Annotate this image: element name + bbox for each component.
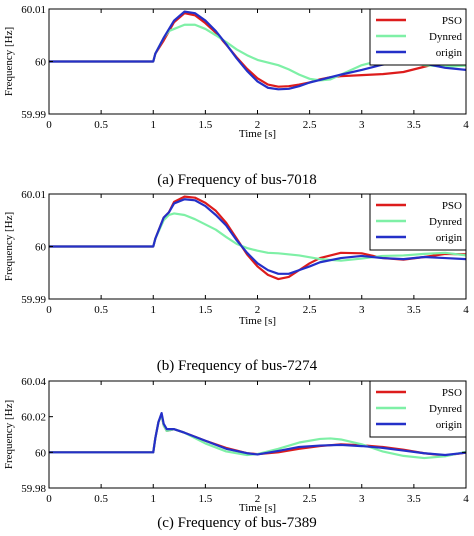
x-tick-label: 4	[463, 119, 469, 131]
x-tick-label: 3	[359, 304, 365, 316]
x-tick-label: 0	[46, 119, 52, 131]
legend: PSO Dynred origin	[369, 193, 467, 251]
chart-caption: (c) Frequency of bus-7389	[157, 515, 317, 531]
x-tick-label: 3	[359, 493, 365, 505]
x-tick-label: 0.5	[94, 493, 108, 505]
x-tick-label: 1.5	[199, 493, 213, 505]
y-axis-label: Frequency [Hz]	[3, 212, 15, 281]
x-tick-label: 2.5	[303, 493, 317, 505]
y-tick-label: 60	[35, 447, 47, 459]
series-line-origin	[49, 412, 466, 457]
x-tick-label: 4	[463, 304, 469, 316]
x-tick-label: 2.5	[303, 304, 317, 316]
x-tick-label: 1	[151, 119, 157, 131]
x-tick-label: 4	[463, 493, 469, 505]
x-tick-label: 1	[151, 493, 157, 505]
x-tick-label: 0	[46, 493, 52, 505]
x-tick-label: 1	[151, 304, 157, 316]
chart-caption: (a) Frequency of bus-7018	[157, 172, 317, 188]
chart-panel-3: 0 0.5 1 1.5 2 2.5 3 3.5 4 59.98 60 60.02 60.04 Time […	[3, 376, 469, 531]
x-tick-label: 0.5	[94, 304, 108, 316]
series-line-origin	[49, 198, 466, 275]
y-tick-label: 60.04	[21, 376, 46, 388]
legend-label-dynred: Dynred	[429, 403, 462, 415]
chart-panel-1: 0 0.5 1 1.5 2 2.5 3 3.5 4 59.99 60 60.01 Time [s] Fre…	[3, 4, 469, 188]
x-tick-label: 1.5	[199, 304, 213, 316]
x-tick-label: 3.5	[407, 119, 421, 131]
x-axis-label: Time [s]	[239, 128, 276, 140]
y-tick-label: 60.01	[21, 4, 46, 16]
legend-label-dynred: Dynred	[429, 31, 462, 43]
x-axis-label: Time [s]	[239, 315, 276, 327]
y-tick-label: 60.02	[21, 412, 46, 424]
chart-caption: (b) Frequency of bus-7274	[157, 358, 318, 374]
y-tick-label: 59.98	[21, 483, 46, 495]
series-line-pso	[49, 12, 466, 88]
y-axis-label: Frequency [Hz]	[3, 27, 15, 96]
legend-label-dynred: Dynred	[429, 216, 462, 228]
legend-label-pso: PSO	[442, 15, 462, 27]
series-line-dynred	[49, 212, 466, 262]
legend-label-pso: PSO	[442, 387, 462, 399]
y-tick-label: 60	[35, 57, 47, 69]
x-tick-label: 2	[255, 493, 261, 505]
x-tick-label: 3.5	[407, 493, 421, 505]
x-tick-label: 2.5	[303, 119, 317, 131]
chart-panel-2: 0 0.5 1 1.5 2 2.5 3 3.5 4 59.99 60 60.01 Time [s] Fre…	[3, 189, 469, 374]
x-tick-label: 2	[255, 304, 261, 316]
x-tick-label: 3.5	[407, 304, 421, 316]
legend: PSO Dynred origin	[369, 8, 467, 66]
series-line-origin	[49, 10, 466, 91]
x-tick-label: 1.5	[199, 119, 213, 131]
x-tick-label: 3	[359, 119, 365, 131]
x-axis-label: Time [s]	[239, 502, 276, 514]
legend: PSO Dynred origin	[369, 380, 467, 438]
x-tick-label: 0.5	[94, 119, 108, 131]
y-axis-label: Frequency [Hz]	[3, 400, 15, 469]
legend-label-pso: PSO	[442, 200, 462, 212]
legend-label-origin: origin	[436, 47, 463, 59]
y-tick-label: 59.99	[21, 109, 46, 121]
x-tick-label: 2	[255, 119, 261, 131]
legend-label-origin: origin	[436, 419, 463, 431]
y-tick-label: 60	[35, 242, 47, 254]
y-tick-label: 59.99	[21, 294, 46, 306]
y-tick-label: 60.01	[21, 189, 46, 201]
legend-label-origin: origin	[436, 232, 463, 244]
x-tick-label: 0	[46, 304, 52, 316]
